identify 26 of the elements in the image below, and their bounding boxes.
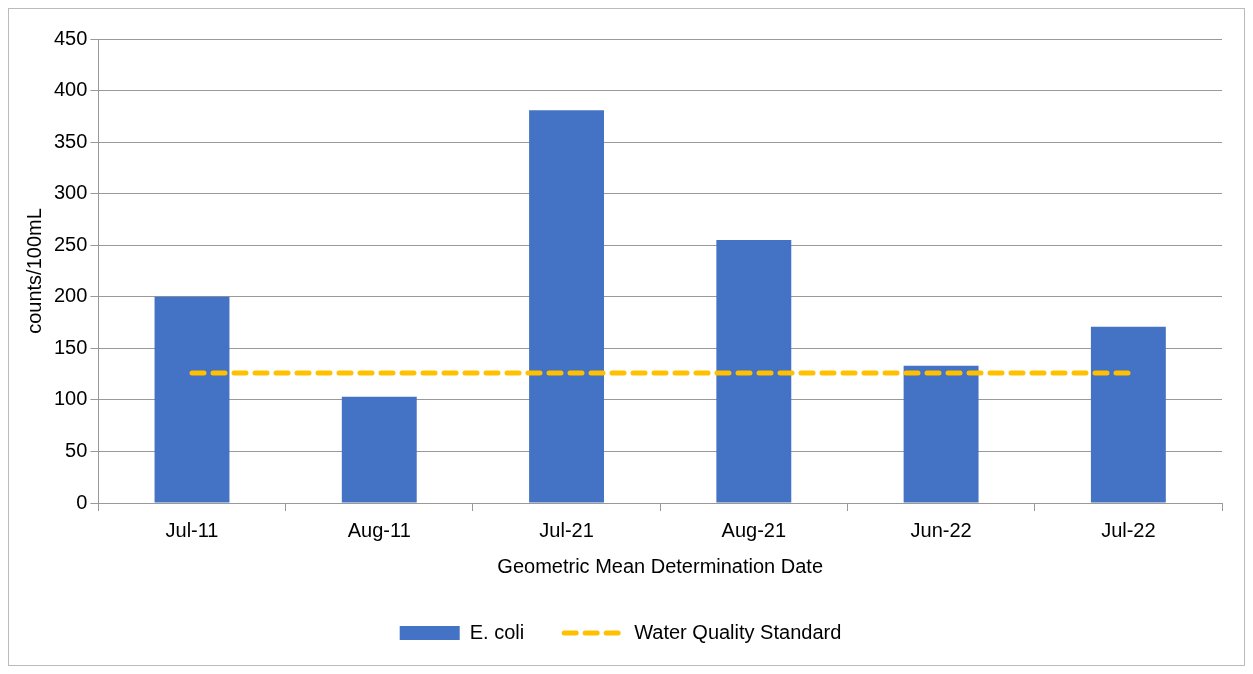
y-tick-label: 100 xyxy=(53,387,88,410)
x-axis-title: Geometric Mean Determination Date xyxy=(497,554,824,577)
legend-label: E. coli xyxy=(469,620,525,643)
bar xyxy=(154,296,230,503)
x-tick-label: Jul-21 xyxy=(539,518,594,541)
y-tick-label: 300 xyxy=(53,181,88,204)
bar xyxy=(341,396,417,503)
x-tick-label: Jul-11 xyxy=(165,518,219,541)
x-tick-label: Aug-11 xyxy=(347,518,411,541)
legend-label: Water Quality Standard xyxy=(634,620,842,643)
y-tick-label: 400 xyxy=(53,78,88,101)
x-tick-label: Aug-21 xyxy=(721,518,787,541)
y-tick-label: 450 xyxy=(53,26,88,49)
y-tick-label: 50 xyxy=(65,438,88,461)
y-tick-label: 150 xyxy=(53,335,88,358)
y-axis-title: counts/100mL xyxy=(22,208,45,334)
y-tick-label: 250 xyxy=(53,232,88,255)
bar xyxy=(903,365,979,503)
y-tick-label: 350 xyxy=(53,129,88,152)
y-tick-label: 0 xyxy=(76,490,88,513)
bar xyxy=(529,110,604,503)
bar xyxy=(1090,326,1166,503)
x-tick-label: Jul-22 xyxy=(1101,518,1156,541)
x-tick-label: Jun-22 xyxy=(910,518,972,541)
y-tick-label: 200 xyxy=(53,284,88,307)
bar xyxy=(716,240,792,503)
